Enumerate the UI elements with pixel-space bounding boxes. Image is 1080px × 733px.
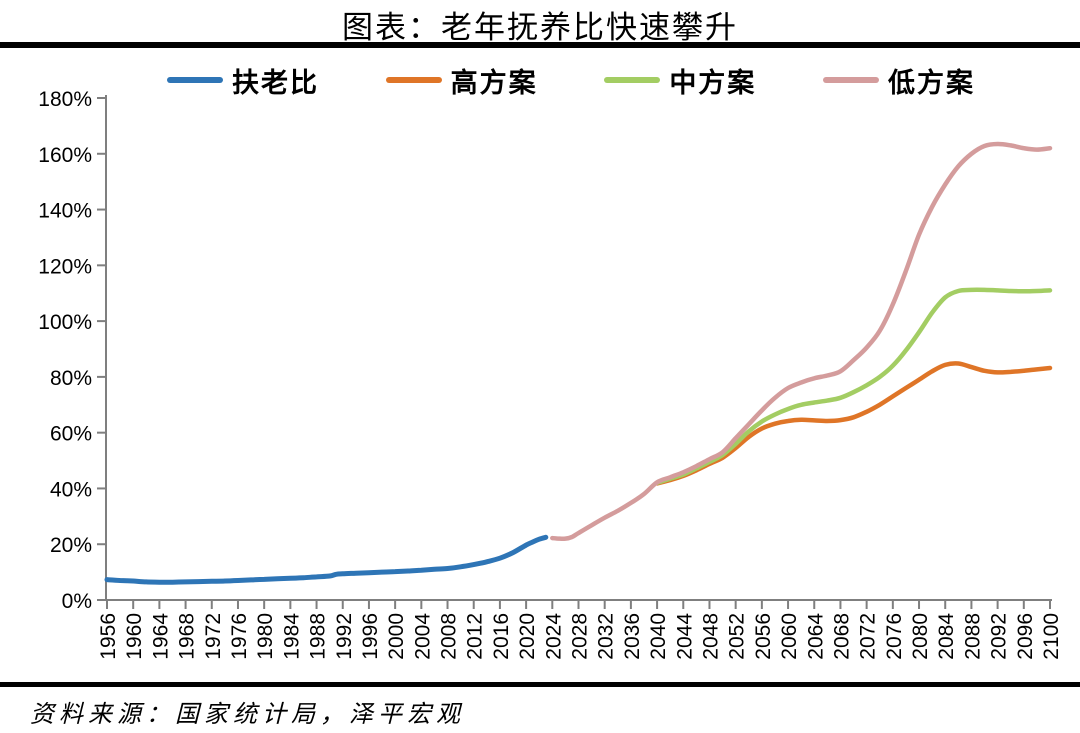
legend-label-mid-scenario: 中方案	[669, 67, 757, 98]
y-tick-label: 160%	[38, 144, 92, 167]
x-tick-label: 2056	[752, 613, 775, 660]
y-tick-label: 0%	[62, 590, 92, 613]
x-tick-label: 1988	[307, 613, 330, 660]
legend-item-high-scenario: 高方案	[385, 61, 538, 100]
x-tick-label: 1976	[228, 613, 251, 660]
x-tick-label: 1956	[97, 613, 120, 660]
x-tick-label: 1964	[149, 613, 172, 660]
legend-swatch-historical	[167, 77, 223, 83]
y-tick-label: 120%	[38, 255, 92, 278]
top-divider	[0, 42, 1080, 48]
legend-swatch-high-scenario	[385, 77, 442, 83]
chart-legend: 扶老比 高方案 中方案 低方案	[167, 64, 975, 98]
legend-item-historical: 扶老比	[167, 61, 319, 100]
x-tick-label: 2088	[961, 613, 984, 660]
x-tick-label: 2060	[778, 613, 801, 660]
x-tick-label: 2032	[595, 613, 618, 660]
legend-swatch-low-scenario	[822, 77, 879, 83]
y-tick-label: 80%	[50, 367, 92, 390]
legend-label-low-scenario: 低方案	[887, 67, 975, 98]
x-tick-label: 2028	[569, 613, 592, 660]
x-tick-label: 2016	[490, 613, 513, 660]
x-tick-label: 2080	[909, 613, 932, 660]
x-tick-label: 2040	[647, 613, 670, 660]
x-tick-label: 2036	[621, 613, 644, 660]
x-tick-label: 2008	[438, 613, 461, 660]
x-tick-label: 2092	[988, 613, 1011, 660]
x-tick-label: 1972	[202, 613, 225, 660]
x-tick-label: 1996	[359, 613, 382, 660]
x-tick-label: 2072	[857, 613, 880, 660]
chart-title: 图表：老年抚养比快速攀升	[342, 10, 738, 45]
legend-label-historical: 扶老比	[232, 67, 319, 98]
x-tick-label: 2024	[542, 613, 565, 660]
series-line-高方案	[654, 361, 1053, 486]
legend-label-high-scenario: 高方案	[450, 67, 538, 98]
x-tick-label: 1980	[254, 613, 277, 660]
x-tick-label: 1960	[123, 613, 146, 660]
x-tick-label: 2064	[804, 613, 827, 660]
legend-item-mid-scenario: 中方案	[604, 61, 756, 100]
x-tick-label: 2100	[1040, 613, 1063, 660]
x-tick-label: 2044	[673, 613, 696, 660]
x-tick-label: 1992	[333, 613, 356, 660]
y-tick-label: 20%	[50, 534, 92, 557]
y-tick-label: 60%	[50, 423, 92, 446]
series-line-低方案	[550, 141, 1053, 542]
legend-swatch-mid-scenario	[604, 77, 661, 83]
x-tick-label: 2076	[883, 613, 906, 660]
y-tick-label: 100%	[38, 311, 92, 334]
x-tick-label: 2048	[699, 613, 722, 660]
x-tick-label: 2020	[516, 613, 539, 660]
y-tick-label: 40%	[50, 478, 92, 501]
series-line-中方案	[654, 287, 1053, 486]
x-tick-label: 1984	[280, 613, 303, 660]
x-tick-label: 2004	[411, 613, 434, 660]
series-line-扶老比	[104, 534, 549, 585]
x-tick-label: 1968	[176, 613, 199, 660]
x-tick-label: 2000	[385, 613, 408, 660]
x-tick-label: 2096	[1014, 613, 1037, 660]
source-note: 资料来源：国家统计局，泽平宏观	[30, 702, 465, 728]
bottom-divider	[0, 682, 1080, 687]
x-tick-label: 2068	[830, 613, 853, 660]
legend-item-low-scenario: 低方案	[822, 61, 975, 100]
y-tick-label: 180%	[38, 88, 92, 111]
x-tick-label: 2012	[464, 613, 487, 660]
x-tick-label: 2084	[935, 613, 958, 660]
y-tick-label: 140%	[38, 200, 92, 223]
x-tick-label: 2052	[726, 613, 749, 660]
